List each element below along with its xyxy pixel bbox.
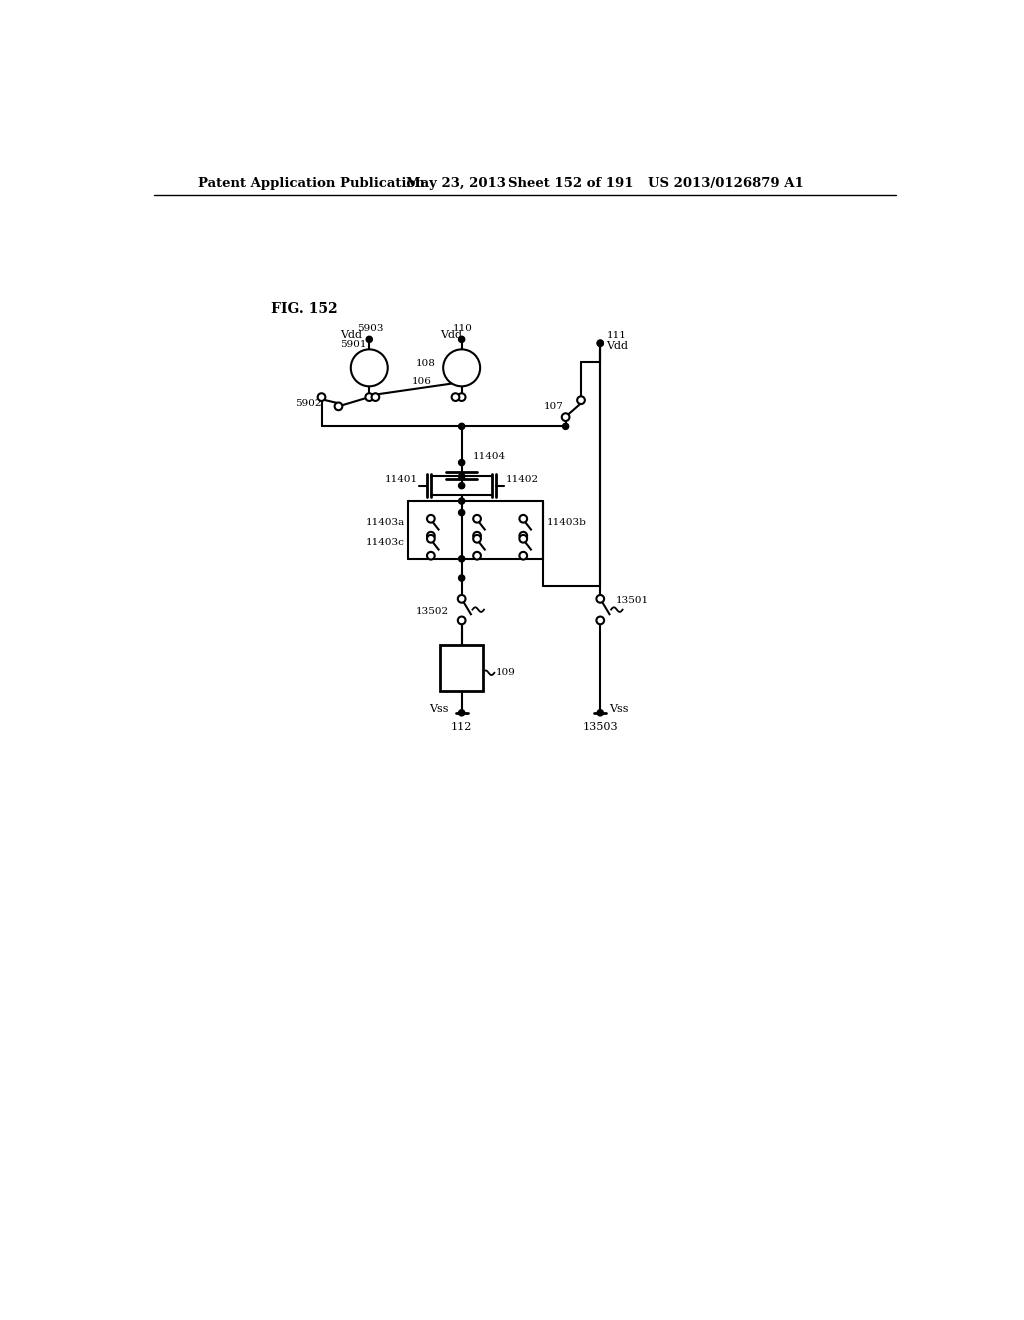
Text: 13502: 13502 <box>416 607 449 615</box>
Circle shape <box>473 515 481 523</box>
Circle shape <box>473 532 481 540</box>
Circle shape <box>459 498 465 504</box>
Circle shape <box>597 341 603 346</box>
Circle shape <box>519 532 527 540</box>
Text: 13501: 13501 <box>615 595 649 605</box>
Circle shape <box>578 396 585 404</box>
Text: 13503: 13503 <box>583 722 618 731</box>
Circle shape <box>473 552 481 560</box>
Circle shape <box>459 337 465 342</box>
Text: Patent Application Publication: Patent Application Publication <box>199 177 425 190</box>
Circle shape <box>351 350 388 387</box>
Bar <box>440 645 483 692</box>
Circle shape <box>519 535 527 543</box>
Text: 111: 111 <box>606 331 627 341</box>
Text: Vdd: Vdd <box>606 341 629 351</box>
Text: FIG. 152: FIG. 152 <box>270 301 337 315</box>
Circle shape <box>458 616 466 624</box>
Text: 11403c: 11403c <box>366 539 404 546</box>
Circle shape <box>473 535 481 543</box>
Text: 11402: 11402 <box>506 475 539 484</box>
Circle shape <box>317 393 326 401</box>
Circle shape <box>597 710 603 715</box>
Circle shape <box>458 595 466 603</box>
Text: US 2013/0126879 A1: US 2013/0126879 A1 <box>648 177 804 190</box>
Text: 108: 108 <box>416 359 435 368</box>
Text: 5902: 5902 <box>295 399 322 408</box>
Text: 5901: 5901 <box>340 341 367 350</box>
Circle shape <box>367 337 373 342</box>
Circle shape <box>427 535 435 543</box>
Circle shape <box>519 515 527 523</box>
Circle shape <box>427 515 435 523</box>
Circle shape <box>459 459 465 466</box>
Text: Sheet 152 of 191: Sheet 152 of 191 <box>508 177 634 190</box>
Circle shape <box>459 576 465 581</box>
Circle shape <box>459 483 465 488</box>
Text: May 23, 2013: May 23, 2013 <box>407 177 506 190</box>
Circle shape <box>452 393 460 401</box>
Circle shape <box>459 474 465 479</box>
Circle shape <box>366 393 373 401</box>
Circle shape <box>459 556 465 562</box>
Circle shape <box>562 413 569 421</box>
Circle shape <box>443 350 480 387</box>
Circle shape <box>596 595 604 603</box>
Text: 11404: 11404 <box>473 451 506 461</box>
Circle shape <box>335 403 342 411</box>
Circle shape <box>597 341 603 346</box>
Circle shape <box>596 616 604 624</box>
Text: Vss: Vss <box>429 704 449 714</box>
Circle shape <box>459 710 465 715</box>
Circle shape <box>562 424 568 429</box>
Text: 11403a: 11403a <box>366 519 404 527</box>
Text: 11401: 11401 <box>385 475 418 484</box>
Text: 112: 112 <box>451 722 472 731</box>
Circle shape <box>459 424 465 429</box>
Text: 11403b: 11403b <box>547 519 586 527</box>
Text: 110: 110 <box>454 325 473 333</box>
Text: Vdd: Vdd <box>340 330 362 341</box>
Circle shape <box>459 510 465 516</box>
Circle shape <box>427 552 435 560</box>
Circle shape <box>372 393 379 401</box>
Text: 5903: 5903 <box>357 325 384 333</box>
Text: 106: 106 <box>412 378 431 387</box>
Circle shape <box>519 552 527 560</box>
Circle shape <box>458 393 466 401</box>
Text: 109: 109 <box>496 668 516 677</box>
Text: Vdd: Vdd <box>440 330 462 341</box>
Text: 107: 107 <box>544 401 564 411</box>
Text: Vss: Vss <box>609 704 629 714</box>
Circle shape <box>427 532 435 540</box>
